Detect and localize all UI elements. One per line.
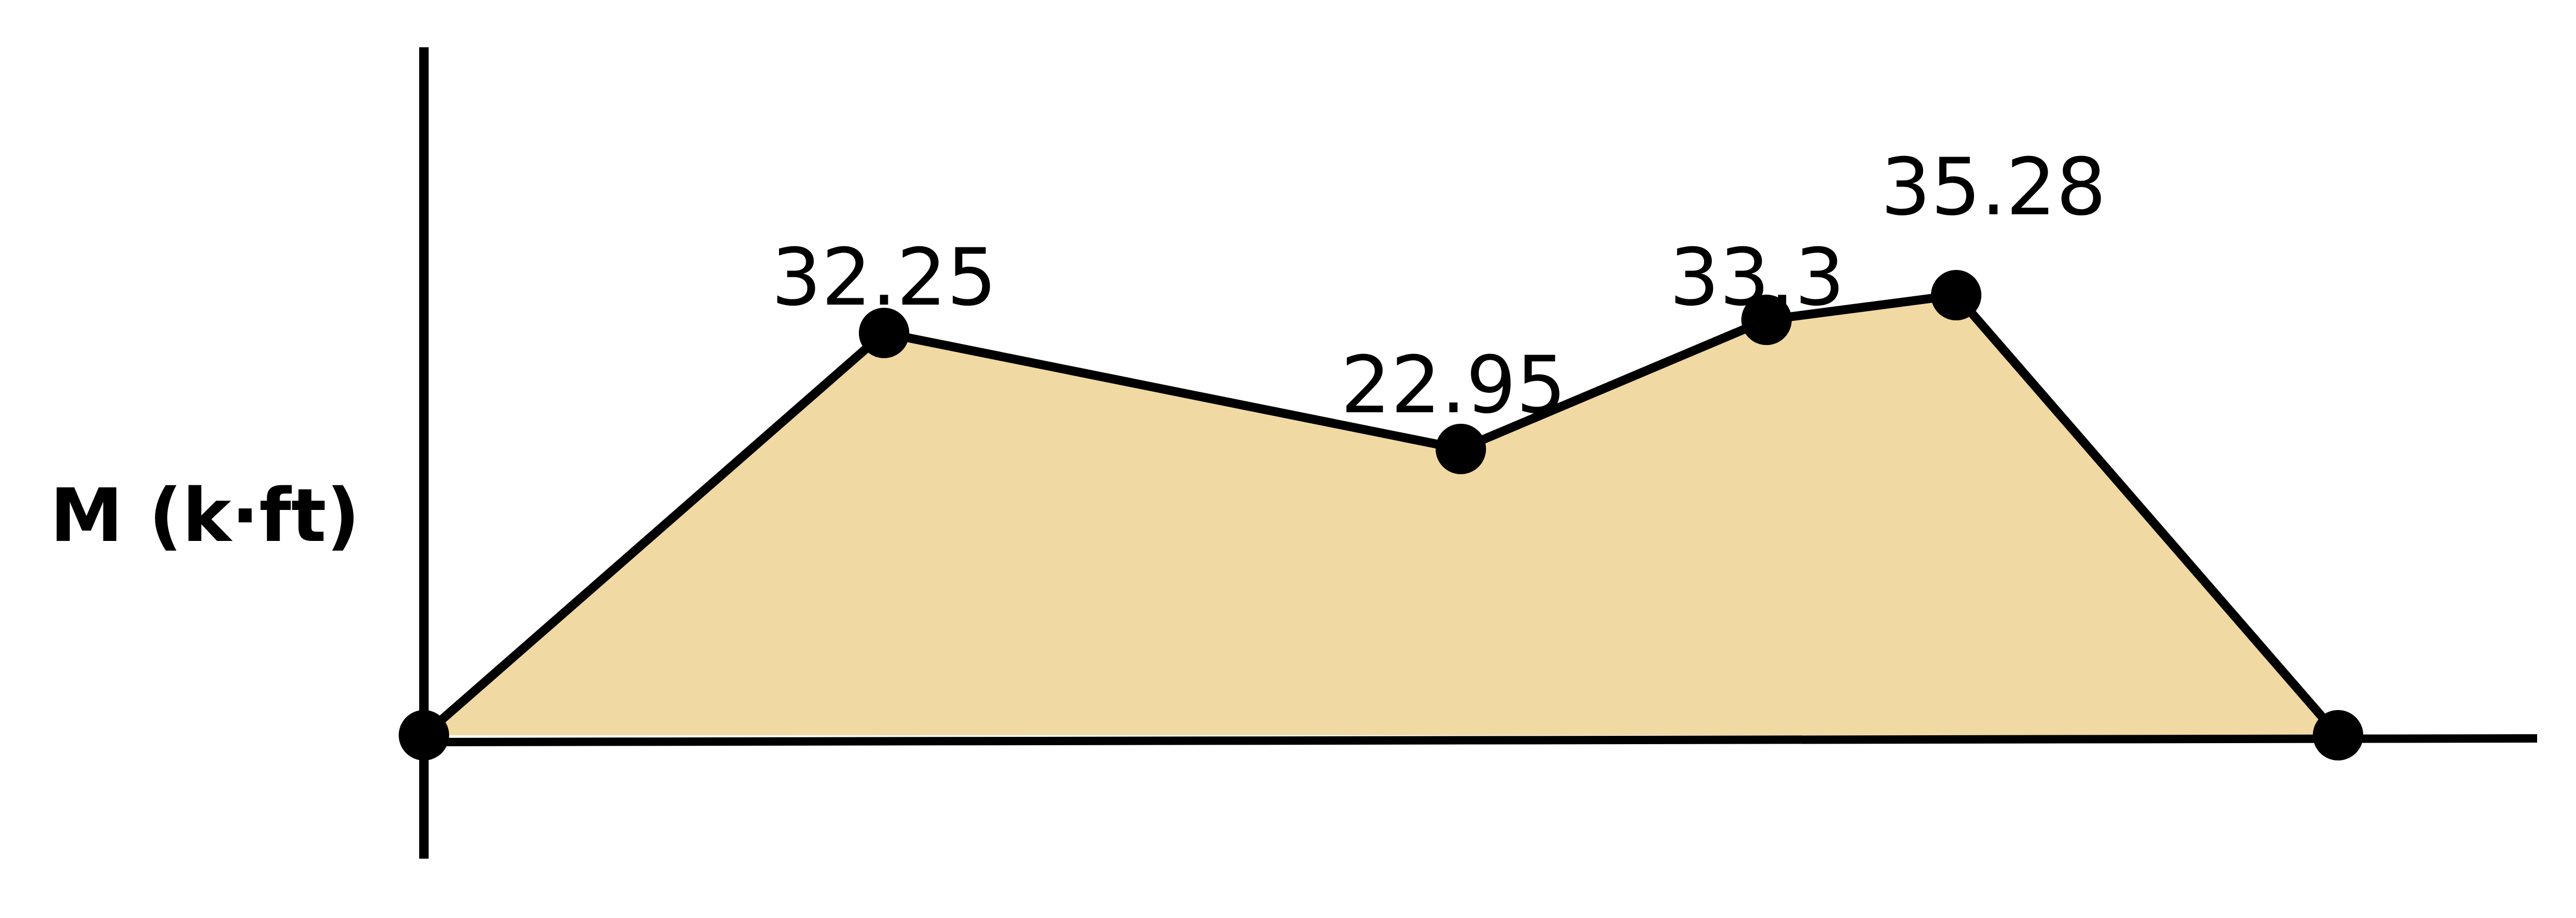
moment-points — [399, 270, 2363, 760]
moment-value-label-2: 22.95 — [1341, 340, 1566, 431]
moment-value-label-3: 33.3 — [1669, 232, 1845, 324]
moment-point-3 — [1741, 295, 1792, 346]
moment-point-2 — [1436, 423, 1486, 474]
moment-point-5 — [2313, 710, 2363, 760]
moment-value-label-4: 35.28 — [1881, 142, 2106, 233]
moment-value-labels: 32.25 22.95 33.3 35.28 — [771, 142, 2106, 431]
moment-point-0 — [399, 710, 449, 760]
baseline-axis — [423, 734, 2538, 746]
moment-curve — [421, 290, 2342, 739]
moment-point-4 — [1931, 270, 1981, 320]
y-axis-title: M (k·ft) — [50, 473, 360, 559]
moment-value-label-1: 32.25 — [771, 232, 996, 324]
moment-point-1 — [859, 307, 909, 358]
moment-area-fill — [424, 295, 2338, 735]
